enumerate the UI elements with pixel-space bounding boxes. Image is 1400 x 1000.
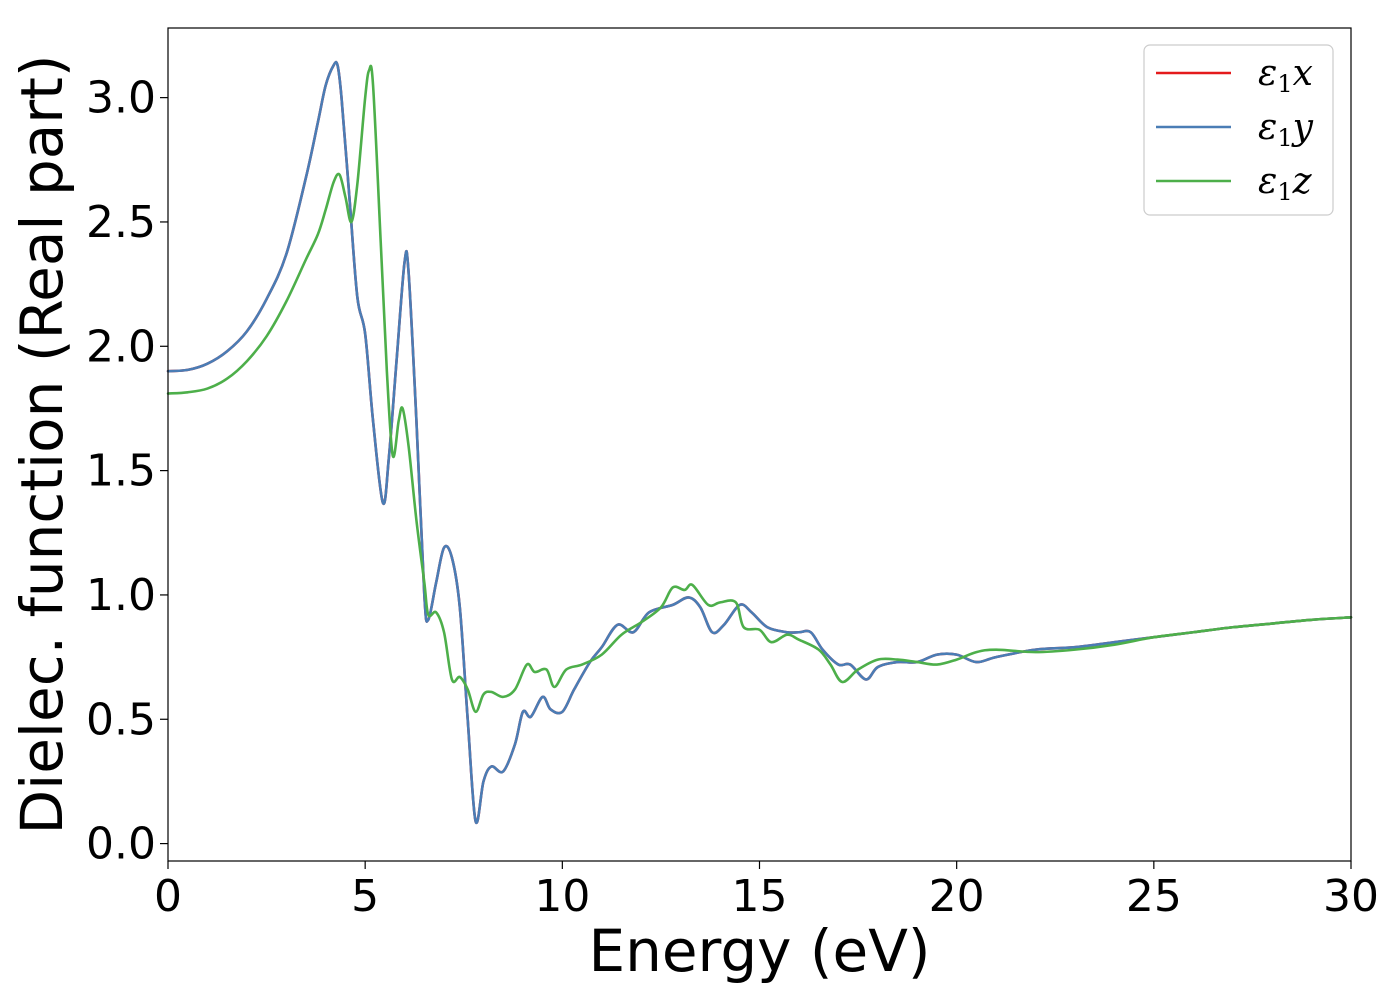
x-tick-label: 30 (1323, 871, 1379, 922)
y-tick-label: 3.0 (86, 73, 156, 124)
y-axis-title: Dielec. function (Real part) (8, 54, 76, 834)
x-tick-label: 15 (732, 871, 788, 922)
y-tick-label: 1.0 (86, 570, 156, 621)
legend-box (1143, 44, 1334, 216)
x-tick-label: 20 (929, 871, 985, 922)
y-tick-label: 2.5 (86, 197, 156, 248)
x-tick-label: 5 (351, 871, 379, 922)
x-axis-title: Energy (eV) (588, 917, 930, 985)
x-tick-label: 0 (154, 871, 182, 922)
y-tick-label: 0.0 (86, 819, 156, 870)
y-tick-label: 1.5 (86, 446, 156, 497)
y-tick-label: 0.5 (86, 694, 156, 745)
x-tick-label: 25 (1126, 871, 1182, 922)
series-layer (166, 60, 1353, 825)
x-axis: 0 5 10 15 20 25 30 (154, 861, 1379, 922)
series-line-z (166, 64, 1353, 714)
y-axis: 0.0 0.5 1.0 1.5 2.0 2.5 3.0 (86, 73, 168, 870)
legend-label-x: ε1x (1258, 53, 1313, 98)
y-tick-label: 2.0 (86, 321, 156, 372)
legend-label-z: ε1z (1258, 161, 1313, 206)
legend: ε1x ε1y ε1z (1143, 44, 1334, 216)
legend-label-y: ε1y (1258, 107, 1314, 152)
x-tick-label: 10 (534, 871, 590, 922)
